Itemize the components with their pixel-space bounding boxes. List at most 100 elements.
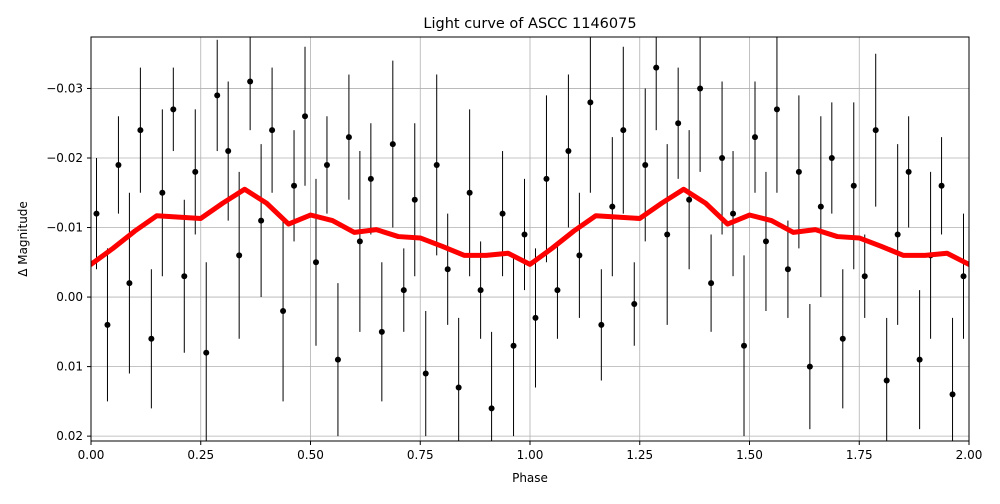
- x-tick-label: 0.25: [187, 448, 214, 462]
- data-point: [181, 273, 188, 280]
- data-point: [609, 203, 616, 210]
- data-point: [93, 210, 100, 217]
- data-point: [225, 148, 232, 155]
- data-point: [378, 328, 385, 335]
- y-tick-label: −0.01: [46, 221, 83, 235]
- y-tick-label: −0.02: [46, 151, 83, 165]
- data-point: [334, 356, 341, 363]
- data-point: [400, 287, 407, 294]
- data-point: [806, 363, 813, 370]
- data-point: [762, 238, 769, 245]
- data-point: [411, 196, 418, 203]
- data-point: [433, 161, 440, 168]
- data-point: [620, 127, 627, 134]
- data-point: [302, 113, 309, 120]
- data-point: [565, 148, 572, 155]
- data-point: [477, 287, 484, 294]
- data-point: [730, 210, 737, 217]
- data-point: [741, 342, 748, 349]
- data-point: [587, 99, 594, 106]
- data-point: [159, 189, 166, 196]
- data-point: [532, 314, 539, 321]
- data-point: [861, 273, 868, 280]
- data-point: [795, 168, 802, 175]
- data-point: [839, 335, 846, 342]
- data-point: [850, 182, 857, 189]
- data-point: [576, 252, 583, 259]
- data-point: [258, 217, 265, 224]
- data-point: [422, 370, 429, 377]
- data-point: [686, 196, 693, 203]
- x-tick-label: 0.00: [78, 448, 105, 462]
- data-point: [269, 127, 276, 134]
- data-point: [554, 287, 561, 294]
- plot-area: [91, 37, 969, 441]
- data-point: [345, 134, 352, 141]
- data-point: [543, 175, 550, 182]
- x-axis-label: Phase: [512, 471, 548, 485]
- y-tick-label: 0.01: [56, 360, 83, 374]
- data-point: [499, 210, 506, 217]
- data-point: [444, 266, 451, 273]
- data-point: [247, 78, 254, 85]
- data-point: [883, 377, 890, 384]
- data-point: [312, 259, 319, 266]
- data-point: [367, 175, 374, 182]
- data-point: [872, 127, 879, 134]
- data-point: [664, 231, 671, 238]
- data-point: [719, 154, 726, 161]
- data-point: [323, 161, 330, 168]
- y-tick-label: −0.03: [46, 81, 83, 95]
- y-tick-label: 0.02: [56, 429, 83, 443]
- data-point: [192, 168, 199, 175]
- grid: [90, 37, 970, 441]
- data-point: [960, 273, 967, 280]
- data-point: [291, 182, 298, 189]
- x-tick-label: 2.00: [956, 448, 983, 462]
- data-point: [521, 231, 528, 238]
- data-point: [653, 64, 660, 71]
- data-point: [642, 161, 649, 168]
- data-point: [751, 134, 758, 141]
- data-point: [203, 349, 210, 356]
- data-point: [938, 182, 945, 189]
- data-point: [280, 307, 287, 314]
- y-tick-label: 0.00: [56, 290, 83, 304]
- data-point: [137, 127, 144, 134]
- data-point: [949, 391, 956, 398]
- data-point: [773, 106, 780, 113]
- data-point: [510, 342, 517, 349]
- data-point: [148, 335, 155, 342]
- data-point: [214, 92, 221, 99]
- data-point: [697, 85, 704, 92]
- data-point: [916, 356, 923, 363]
- data-point: [488, 405, 495, 412]
- data-point: [466, 189, 473, 196]
- data-point: [356, 238, 363, 245]
- binned-curve: [91, 186, 969, 267]
- chart-title: Light curve of ASCC 1146075: [423, 16, 636, 32]
- data-point: [389, 141, 396, 148]
- y-axis-label: Δ Magnitude: [16, 201, 30, 277]
- data-point: [115, 161, 122, 168]
- x-tick-label: 0.75: [407, 448, 434, 462]
- data-point: [828, 154, 835, 161]
- data-point: [236, 252, 243, 259]
- data-point: [817, 203, 824, 210]
- data-point: [894, 231, 901, 238]
- data-point: [598, 321, 605, 328]
- data-point: [170, 106, 177, 113]
- ticks: 0.00 0.25 0.50 0.75 1.00 1.25 1.50 1.75 2.00 −0.0…: [46, 81, 982, 462]
- x-tick-label: 1.00: [517, 448, 544, 462]
- x-tick-label: 1.25: [626, 448, 653, 462]
- data-point: [675, 120, 682, 127]
- x-tick-label: 0.50: [297, 448, 324, 462]
- data-point: [708, 280, 715, 287]
- data-point: [631, 301, 638, 308]
- data-point: [455, 384, 462, 391]
- x-tick-label: 1.75: [846, 448, 873, 462]
- data-point: [126, 280, 133, 287]
- data-point: [905, 168, 912, 175]
- x-tick-label: 1.50: [736, 448, 763, 462]
